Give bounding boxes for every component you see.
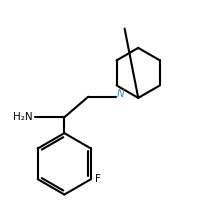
- Text: N: N: [117, 89, 125, 100]
- Text: F: F: [95, 174, 101, 184]
- Text: H₂N: H₂N: [13, 112, 33, 122]
